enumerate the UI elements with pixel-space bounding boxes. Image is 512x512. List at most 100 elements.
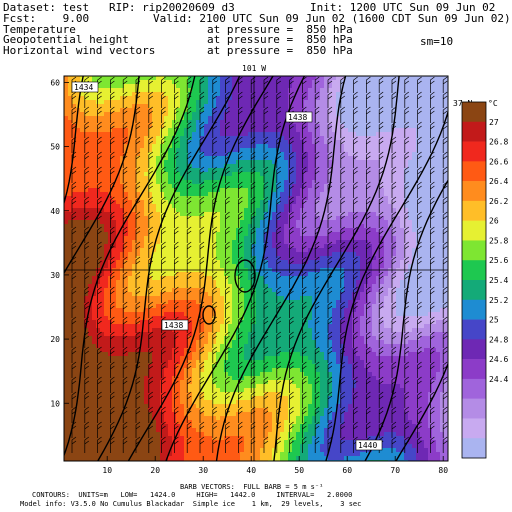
wind-barb: [263, 91, 269, 108]
colorbar-label: 26.8: [489, 138, 508, 147]
wind-barb: [263, 196, 269, 213]
wind-barb: [225, 406, 230, 423]
wind-barb: [186, 391, 192, 408]
wind-barb: [404, 241, 410, 258]
wind-barb: [174, 166, 179, 183]
y-tick-label: 30: [50, 271, 60, 280]
wind-barb: [212, 211, 218, 228]
wind-barb: [353, 376, 358, 393]
wind-barb: [302, 331, 307, 348]
wind-barb: [276, 286, 282, 303]
wind-barb: [199, 211, 205, 228]
wind-barb: [212, 76, 218, 93]
wind-barb: [327, 241, 333, 258]
wind-barb: [122, 226, 128, 243]
wind-barb: [174, 181, 179, 198]
wind-barb: [263, 346, 269, 363]
wind-barb: [199, 256, 205, 273]
wind-barb: [199, 406, 205, 423]
wind-barb: [84, 151, 90, 168]
wind-barb: [122, 76, 128, 93]
wind-barb: [340, 121, 346, 138]
wind-barb: [417, 406, 422, 423]
wind-barb: [110, 166, 115, 183]
wind-barb: [225, 286, 230, 303]
colorbar-swatch: [462, 280, 486, 301]
wind-barb: [366, 361, 371, 378]
wind-barb: [122, 286, 128, 303]
wind-barb: [276, 106, 282, 123]
wind-barb: [238, 391, 243, 408]
wind-barb: [238, 211, 243, 228]
wind-barb: [302, 391, 307, 408]
wind-barb: [135, 106, 141, 123]
wind-barb: [314, 196, 320, 213]
wind-barb: [378, 226, 384, 243]
wind-barb: [404, 316, 410, 333]
wind-barb: [442, 226, 448, 243]
wind-barb: [199, 181, 205, 198]
wind-barb: [302, 421, 307, 438]
wind-barb: [186, 196, 192, 213]
wind-barb: [289, 421, 294, 438]
wind-barb: [442, 256, 448, 273]
wind-barb: [263, 76, 269, 93]
wind-barb: [430, 361, 435, 378]
wind-barb: [71, 256, 77, 273]
wind-barb: [174, 211, 179, 228]
wind-barb: [353, 76, 358, 93]
wind-barb: [442, 286, 448, 303]
wind-barb: [302, 121, 307, 138]
wind-barb: [302, 151, 307, 168]
wind-barb: [148, 241, 154, 258]
wind-barb: [161, 406, 166, 423]
colorbar-unit: °C: [488, 99, 498, 108]
wind-barb: [148, 421, 154, 438]
wind-barb: [327, 226, 333, 243]
wind-barb: [391, 91, 397, 108]
wind-barb: [225, 436, 230, 453]
wind-barb: [327, 271, 333, 288]
contour-label: 1438: [285, 111, 313, 123]
wind-barb: [276, 346, 282, 363]
wind-barb: [135, 436, 141, 453]
wind-barb: [404, 211, 410, 228]
wind-barb: [148, 121, 154, 138]
wind-barb: [327, 211, 333, 228]
wind-barb: [212, 436, 218, 453]
wind-barb: [186, 421, 192, 438]
wind-barb: [135, 346, 141, 363]
wind-barb: [417, 271, 422, 288]
wind-barb: [148, 226, 154, 243]
wind-barb: [327, 91, 333, 108]
wind-barb: [212, 316, 218, 333]
wind-barb: [417, 196, 422, 213]
wind-barb: [199, 421, 205, 438]
wind-barb: [314, 76, 320, 93]
wind-barb: [212, 136, 218, 153]
wind-barb: [122, 391, 128, 408]
wind-barb: [430, 76, 435, 93]
wind-barb: [314, 301, 320, 318]
wind-barb: [212, 121, 218, 138]
wind-barb: [417, 316, 422, 333]
wind-barb: [366, 226, 371, 243]
wind-barb: [430, 106, 435, 123]
wind-barb: [161, 196, 166, 213]
wind-barb: [110, 406, 115, 423]
wind-barb: [71, 406, 77, 423]
colorbar-swatch: [462, 121, 486, 142]
wind-barb: [378, 256, 384, 273]
wind-barb: [161, 301, 166, 318]
wind-barb: [122, 421, 128, 438]
wind-barb: [225, 376, 230, 393]
wind-barb: [135, 226, 141, 243]
wind-barb: [340, 421, 346, 438]
wind-barb: [404, 121, 410, 138]
height-contour-line: [0, 76, 38, 461]
wind-barb: [289, 316, 294, 333]
wind-barb: [225, 316, 230, 333]
colorbar: 27 26.8 26.6 26.4 26.2 26 25.8 25.6 25.4 25.2 25 24…: [461, 101, 508, 459]
wind-barb: [161, 121, 166, 138]
